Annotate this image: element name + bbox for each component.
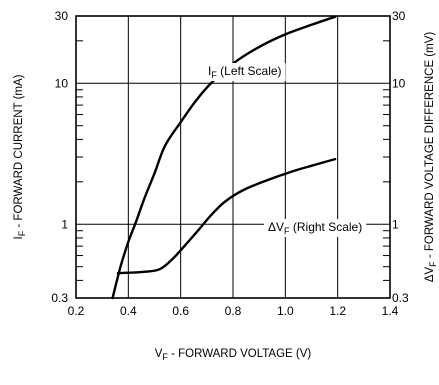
- y-left-tick-label: 1: [61, 217, 68, 231]
- y-left-tick-label: 0.3: [51, 291, 68, 305]
- x-axis-label: VF - FORWARD VOLTAGE (V): [155, 348, 312, 362]
- y-right-tick-label: 30: [392, 9, 406, 23]
- series-label-background: [264, 219, 367, 237]
- y-left-tick-label: 30: [55, 9, 69, 23]
- y-right-tick-label: 0.3: [392, 291, 409, 305]
- y-right-tick-label: 1: [392, 217, 399, 231]
- series-dvf-line: [116, 157, 337, 275]
- x-tick-label: 0.6: [172, 304, 189, 318]
- x-tick-label: 0.8: [225, 304, 242, 318]
- series: [111, 15, 337, 300]
- x-tick-label: 1.2: [329, 304, 346, 318]
- y-right-tick-label: 10: [392, 76, 406, 90]
- y-axis-left-label: IF - FORWARD CURRENT (mA): [13, 74, 27, 239]
- x-tick-label: 0.2: [68, 304, 85, 318]
- y-left-tick-label: 10: [55, 76, 69, 90]
- x-tick-label: 1.0: [277, 304, 294, 318]
- series-label-background: [204, 63, 286, 81]
- series-label-if: IF (Left Scale): [208, 64, 282, 80]
- x-tick-label: 1.4: [382, 304, 399, 318]
- y-axis-right-label: ΔVF - FORWARD VOLTAGE DIFFERENCE (mV): [424, 32, 438, 283]
- series-if-line: [111, 15, 337, 300]
- x-tick-label: 0.4: [120, 304, 137, 318]
- series-label-dvf: ΔVF (Right Scale): [268, 220, 362, 236]
